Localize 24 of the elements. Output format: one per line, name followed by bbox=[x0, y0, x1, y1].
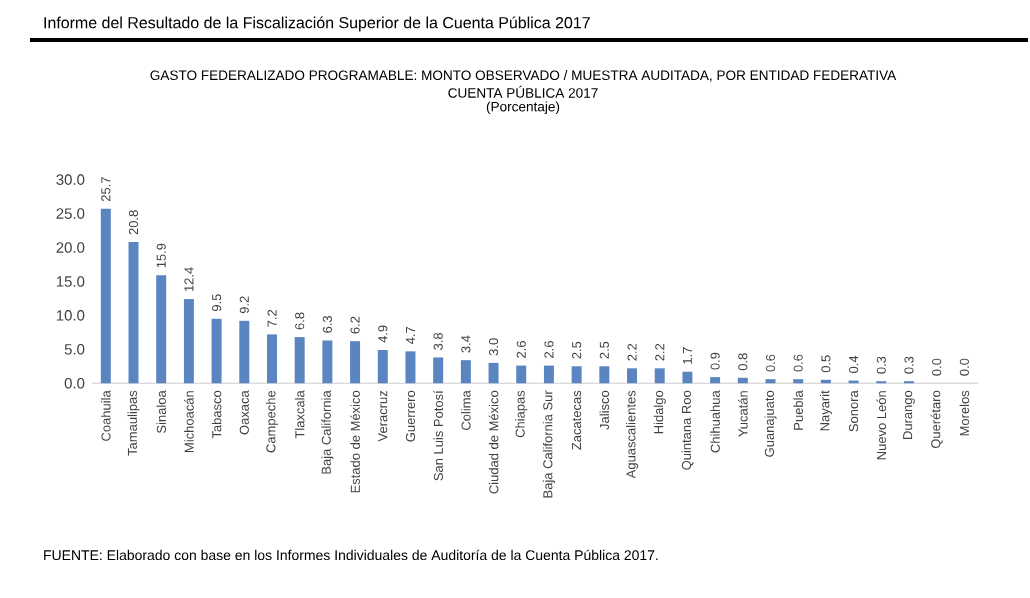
bar bbox=[710, 376, 721, 383]
bar bbox=[322, 340, 333, 383]
bar bbox=[239, 320, 250, 383]
bar bbox=[156, 274, 167, 383]
bar bbox=[571, 365, 582, 383]
bar bbox=[654, 367, 665, 383]
bar bbox=[543, 365, 554, 383]
bar bbox=[350, 340, 361, 383]
bar bbox=[405, 350, 416, 383]
bar bbox=[128, 241, 139, 383]
bar bbox=[266, 333, 277, 383]
bar bbox=[599, 365, 610, 383]
bar bbox=[682, 371, 693, 383]
bar bbox=[488, 362, 499, 383]
bar bbox=[377, 349, 388, 383]
bar bbox=[183, 298, 194, 383]
bar bbox=[433, 357, 444, 383]
bar bbox=[516, 365, 527, 383]
bar bbox=[460, 359, 471, 383]
bar bbox=[737, 377, 748, 383]
bar bbox=[100, 208, 111, 383]
bar bbox=[211, 318, 222, 383]
bar bbox=[294, 336, 305, 383]
bar bbox=[627, 367, 638, 383]
